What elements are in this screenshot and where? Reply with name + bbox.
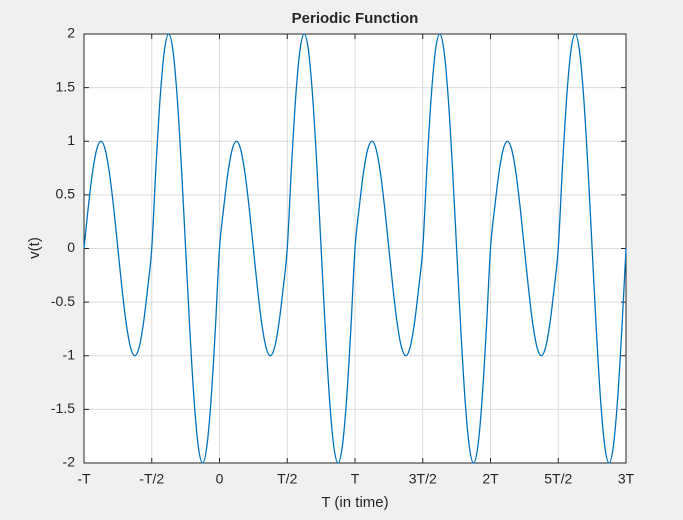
x-axis-label: T (in time) xyxy=(321,494,388,511)
y-tick-label: 1 xyxy=(67,132,75,148)
data-line xyxy=(83,33,627,464)
x-tick-label: -T xyxy=(77,471,91,487)
y-tick-label: -0.5 xyxy=(51,293,75,309)
x-tick-label: T xyxy=(351,471,360,487)
y-tick-label: 0 xyxy=(67,239,75,255)
y-tick-label: -1.5 xyxy=(51,400,75,416)
x-tick-label: -T/2 xyxy=(139,471,164,487)
y-tick-label: -1 xyxy=(63,346,76,362)
chart-title: Periodic Function xyxy=(292,10,419,27)
y-axis-label: v(t) xyxy=(26,237,43,259)
x-tick-label: 0 xyxy=(216,471,224,487)
y-tick-label: -2 xyxy=(63,454,76,470)
x-tick-label: 5T/2 xyxy=(544,471,572,487)
y-tick-label: 2 xyxy=(67,25,75,41)
x-tick-label: T/2 xyxy=(277,471,297,487)
y-tick-label: 1.5 xyxy=(56,78,76,94)
x-tick-label: 2T xyxy=(482,471,499,487)
y-tick-label: 0.5 xyxy=(56,186,76,202)
x-tick-label: 3T/2 xyxy=(409,471,437,487)
x-tick-label: 3T xyxy=(618,471,635,487)
